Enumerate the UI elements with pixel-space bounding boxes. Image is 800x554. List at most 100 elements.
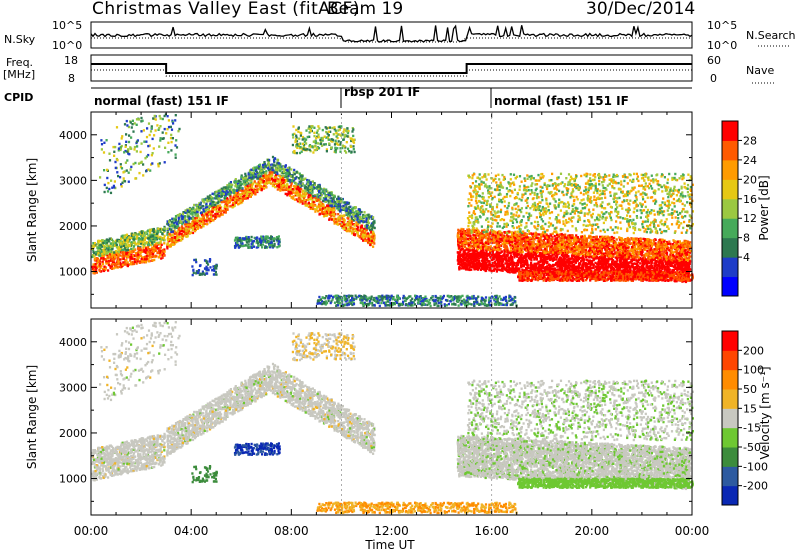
power-cell [217, 205, 219, 207]
power-cell [243, 181, 245, 183]
power-cell [155, 129, 157, 131]
power-cell [235, 178, 237, 180]
power-cell [236, 181, 238, 183]
power-cell [338, 198, 340, 200]
power-cell [125, 253, 127, 255]
power-cell [248, 179, 250, 181]
power-cell [217, 213, 219, 215]
power-cell [343, 219, 345, 221]
power-cell [372, 222, 374, 224]
power-cell [227, 208, 229, 210]
power-cell [150, 235, 152, 237]
power-cell [93, 252, 95, 254]
power-cell [106, 238, 108, 240]
power-cell [103, 151, 105, 153]
power-cell [237, 185, 239, 187]
power-cell [319, 139, 321, 141]
power-cell [298, 197, 300, 199]
power-cell [131, 126, 133, 128]
power-cell [100, 257, 102, 259]
power-cell [275, 183, 277, 185]
power-cell [317, 188, 319, 190]
power-cell [332, 139, 334, 141]
power-cell [363, 216, 365, 218]
power-cell [315, 137, 317, 139]
power-cell [343, 138, 345, 140]
power-cell [250, 180, 252, 182]
power-cell [141, 142, 143, 144]
power-cell [343, 128, 345, 130]
power-cell [101, 239, 103, 241]
power-cell [137, 247, 139, 249]
power-cell [343, 131, 345, 133]
power-cell [309, 149, 311, 151]
power-cell [308, 198, 310, 200]
power-cell [192, 217, 194, 219]
power-cell [148, 122, 150, 124]
power-cell [186, 219, 188, 221]
power-cell [295, 171, 297, 173]
power-cell [282, 189, 284, 191]
power-cell [163, 137, 165, 139]
power-cell [255, 173, 257, 175]
power-cell [296, 188, 298, 190]
power-cell [126, 151, 128, 153]
power-cell [107, 182, 109, 184]
power-cell [93, 269, 95, 271]
power-cell [174, 144, 176, 146]
power-cell [352, 145, 354, 147]
power-cell [343, 226, 345, 228]
power-cell [371, 240, 373, 242]
power-cell [361, 231, 363, 233]
power-cell [141, 232, 143, 234]
power-cell [108, 264, 110, 266]
power-cell [145, 247, 147, 249]
power-cell [229, 200, 231, 202]
power-cell [351, 151, 353, 153]
power-cell [313, 127, 315, 129]
power-cell [148, 248, 150, 250]
power-cell [113, 186, 115, 188]
power-cell [147, 237, 149, 239]
power-cell [145, 141, 147, 143]
nave-label: Nave [746, 64, 774, 77]
power-cell [236, 244, 238, 246]
power-cell [134, 146, 136, 148]
power-cell [157, 251, 159, 253]
power-cell [181, 223, 183, 225]
power-cell [372, 246, 374, 248]
power-cell [94, 258, 96, 260]
power-cell [159, 125, 161, 127]
power-cell [310, 183, 312, 185]
power-cell [101, 255, 103, 257]
power-cell [206, 199, 208, 201]
power-cell [153, 147, 155, 149]
power-cell [292, 191, 294, 193]
power-cell [301, 151, 303, 153]
power-cell [328, 196, 330, 198]
power-cell [126, 124, 128, 126]
power-cell [274, 172, 276, 174]
power-cell [108, 262, 110, 264]
power-cell [367, 235, 369, 237]
power-cell [325, 189, 327, 191]
power-cell [136, 145, 138, 147]
power-cell [326, 150, 328, 152]
power-cell [261, 189, 263, 191]
power-cell [106, 251, 108, 253]
power-cell [200, 207, 202, 209]
power-cell [139, 262, 141, 264]
power-cell [178, 227, 180, 229]
power-cell [93, 246, 95, 248]
power-cell [118, 246, 120, 248]
power-cell [240, 199, 242, 201]
power-cell [348, 208, 350, 210]
power-cell [147, 168, 149, 170]
power-cell [120, 242, 122, 244]
power-cell [337, 129, 339, 131]
power-cell [213, 270, 215, 272]
power-cell [138, 233, 140, 235]
power-cell [364, 240, 366, 242]
power-cell [129, 251, 131, 253]
power-cell [102, 263, 104, 265]
